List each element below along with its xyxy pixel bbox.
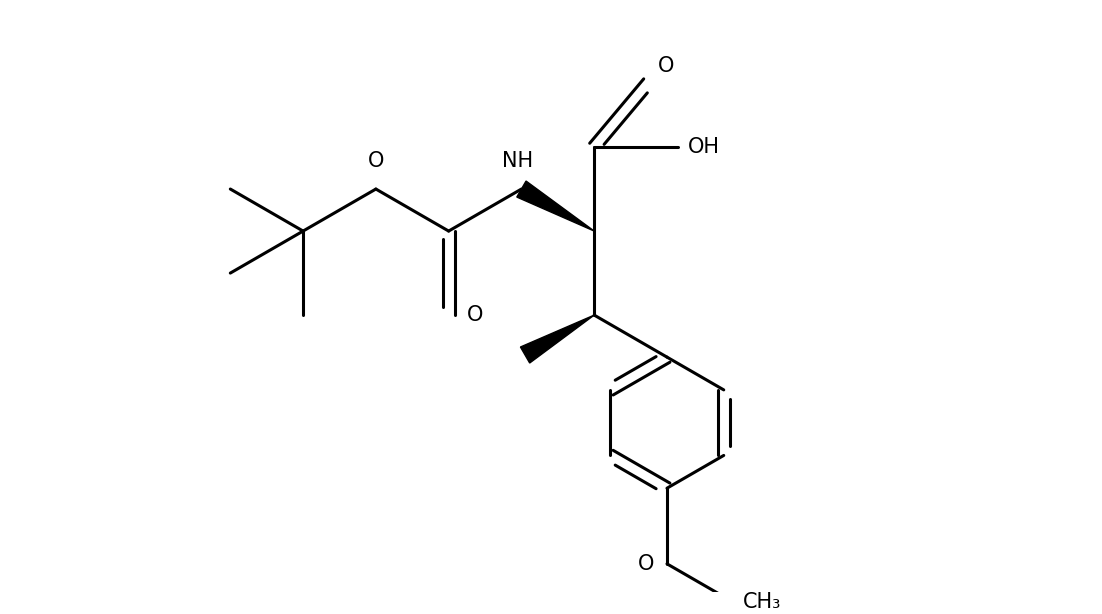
Text: CH₃: CH₃ [743,592,781,612]
Text: NH: NH [501,150,532,171]
Text: O: O [368,150,385,171]
Polygon shape [520,315,594,363]
Text: O: O [638,554,655,574]
Text: O: O [467,305,484,325]
Text: OH: OH [689,137,721,157]
Text: O: O [658,56,674,76]
Polygon shape [517,181,594,231]
